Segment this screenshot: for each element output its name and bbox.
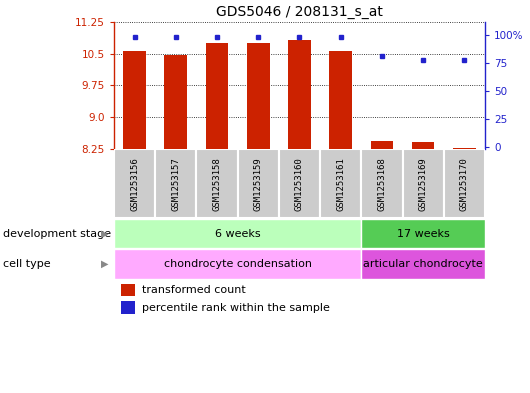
Bar: [155, 149, 197, 218]
Text: GSM1253156: GSM1253156: [130, 157, 139, 211]
Bar: [288, 40, 311, 149]
Text: GSM1253170: GSM1253170: [460, 157, 469, 211]
Text: chondrocyte condensation: chondrocyte condensation: [164, 259, 312, 269]
Bar: [247, 43, 270, 149]
Bar: [279, 149, 320, 218]
Text: transformed count: transformed count: [142, 285, 246, 295]
Text: GSM1253159: GSM1253159: [254, 157, 263, 211]
Bar: [114, 149, 155, 218]
Bar: [237, 149, 279, 218]
Text: ▶: ▶: [101, 229, 109, 239]
Text: cell type: cell type: [3, 259, 50, 269]
Bar: [121, 301, 135, 314]
Text: percentile rank within the sample: percentile rank within the sample: [142, 303, 330, 313]
Text: articular chondrocyte: articular chondrocyte: [363, 259, 483, 269]
Text: ▶: ▶: [101, 259, 109, 269]
Text: development stage: development stage: [3, 229, 111, 239]
Title: GDS5046 / 208131_s_at: GDS5046 / 208131_s_at: [216, 5, 383, 19]
Text: GSM1253168: GSM1253168: [377, 157, 386, 211]
Bar: [320, 149, 361, 218]
Bar: [444, 149, 485, 218]
Bar: [206, 43, 228, 149]
Bar: [197, 149, 237, 218]
Bar: [361, 249, 485, 279]
Bar: [361, 149, 402, 218]
Bar: [329, 51, 352, 149]
Bar: [402, 149, 444, 218]
Bar: [370, 141, 393, 149]
Bar: [121, 284, 135, 296]
Text: GSM1253161: GSM1253161: [336, 157, 345, 211]
Text: 17 weeks: 17 weeks: [397, 229, 449, 239]
Bar: [412, 142, 435, 149]
Bar: [164, 55, 187, 149]
Text: 6 weeks: 6 weeks: [215, 229, 260, 239]
Text: GSM1253158: GSM1253158: [213, 157, 222, 211]
Bar: [114, 219, 361, 248]
Text: GSM1253160: GSM1253160: [295, 157, 304, 211]
Bar: [361, 219, 485, 248]
Text: GSM1253169: GSM1253169: [419, 157, 428, 211]
Bar: [114, 249, 361, 279]
Text: GSM1253157: GSM1253157: [171, 157, 180, 211]
Bar: [123, 51, 146, 149]
